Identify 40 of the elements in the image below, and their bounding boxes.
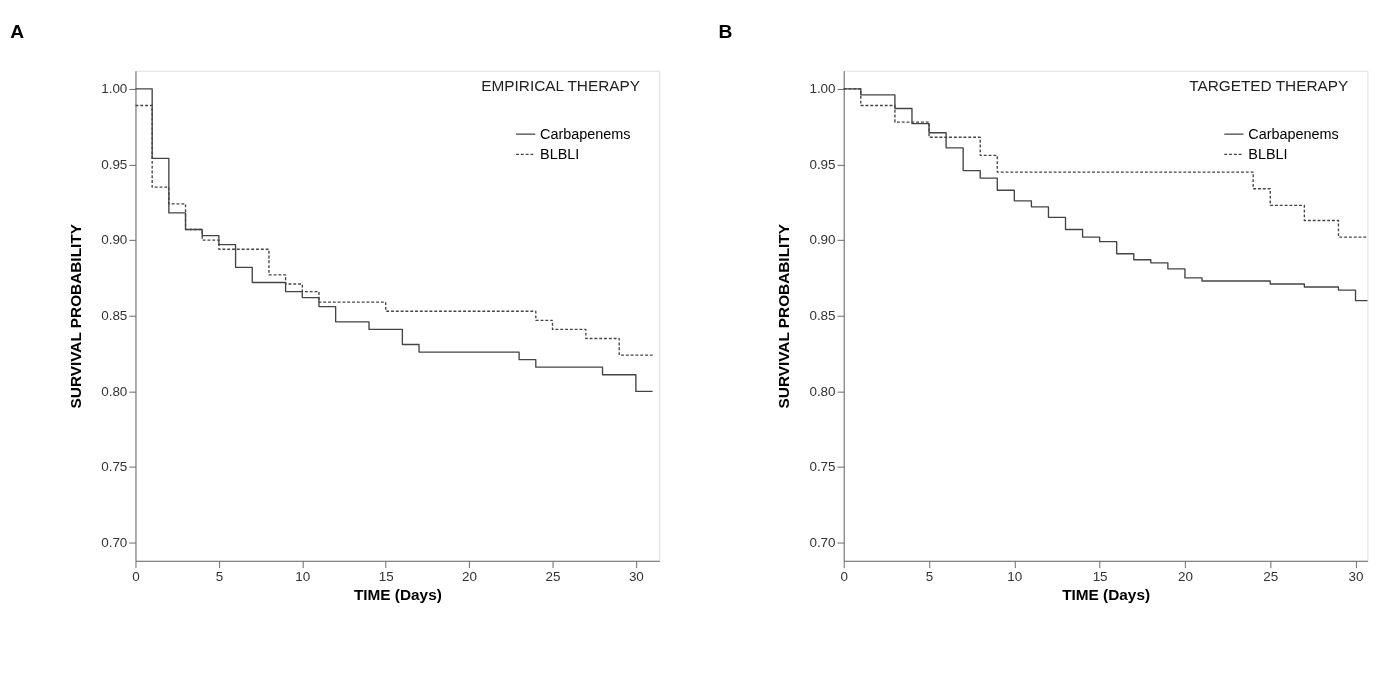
x-tick-label: 0	[840, 568, 848, 584]
x-tick-label: 25	[1263, 568, 1279, 584]
chart-title: B	[718, 21, 733, 43]
legend-label: BLBLI	[540, 146, 580, 163]
y-tick-label: 0.85	[101, 308, 128, 324]
chart-subtitle: EMPIRICAL THERAPY	[481, 76, 641, 94]
x-tick-label: 25	[545, 568, 561, 584]
y-tick-label: 0.75	[101, 459, 128, 475]
y-axis-title: SURVIVAL PROBABILITY	[775, 224, 793, 409]
x-tick-label: 30	[1348, 568, 1364, 584]
x-tick-label: 15	[378, 568, 394, 584]
y-tick-label: 1.00	[809, 81, 836, 97]
legend-label: Carbapenems	[1248, 125, 1339, 142]
x-tick-label: 20	[1177, 568, 1193, 584]
x-axis-title: TIME (Days)	[353, 585, 442, 603]
y-tick-label: 0.95	[809, 156, 836, 172]
y-tick-label: 0.80	[809, 383, 836, 399]
chart-title: A	[10, 21, 25, 43]
x-tick-label: 30	[628, 568, 644, 584]
x-tick-label: 10	[295, 568, 311, 584]
y-tick-label: 0.70	[101, 534, 128, 550]
y-tick-label: 0.80	[101, 383, 128, 399]
x-tick-label: 0	[132, 568, 140, 584]
y-tick-label: 0.90	[101, 232, 128, 248]
x-tick-label: 5	[215, 568, 224, 584]
y-tick-label: 1.00	[101, 81, 128, 97]
x-tick-label: 10	[1007, 568, 1023, 584]
y-tick-label: 0.75	[809, 459, 836, 475]
x-tick-label: 5	[925, 568, 934, 584]
y-tick-label: 0.90	[809, 232, 836, 248]
x-tick-label: 20	[462, 568, 478, 584]
x-axis-title: TIME (Days)	[1062, 585, 1151, 603]
y-tick-label: 0.85	[809, 308, 836, 324]
legend-label: BLBLI	[1248, 146, 1288, 163]
y-tick-label: 0.95	[101, 156, 128, 172]
x-tick-label: 15	[1092, 568, 1108, 584]
y-tick-label: 0.70	[809, 534, 836, 550]
y-axis-title: SURVIVAL PROBABILITY	[66, 224, 84, 409]
chart-subtitle: TARGETED THERAPY	[1189, 76, 1349, 94]
legend-label: Carbapenems	[540, 125, 631, 142]
